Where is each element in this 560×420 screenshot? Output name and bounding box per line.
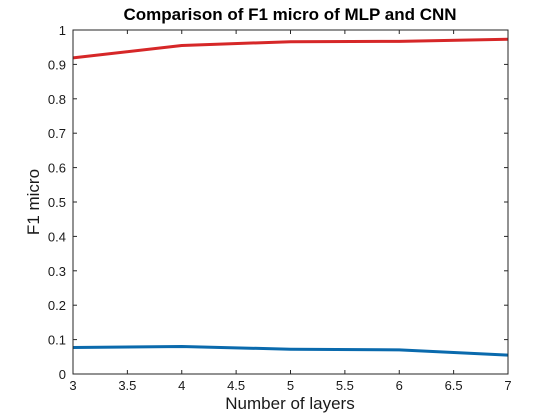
y-axis-label: F1 micro [24, 169, 43, 235]
chart-title: Comparison of F1 micro of MLP and CNN [123, 5, 456, 24]
y-tick-label: 0.1 [48, 333, 66, 348]
y-tick-label: 0.4 [48, 229, 66, 244]
x-tick-label: 5.5 [336, 378, 354, 393]
x-tick-label: 3.5 [118, 378, 136, 393]
x-tick-label: 6.5 [445, 378, 463, 393]
series-layer [72, 37, 509, 357]
y-tick-label: 0.2 [48, 298, 66, 313]
y-tick-label: 1 [59, 23, 66, 38]
x-tick-label: 4 [178, 378, 185, 393]
axis-ticks: 3 3.5 4 4.5 5 5.5 6 6.5 7 0 0.1 0.2 0.3 0.4 0.5 0.6 0.7 0… [48, 23, 512, 393]
series-line-2 [72, 344, 509, 357]
y-tick-label: 0.8 [48, 92, 66, 107]
x-tick-label: 5 [287, 378, 294, 393]
y-tick-label: 0.5 [48, 195, 66, 210]
x-tick-label: 7 [504, 378, 511, 393]
y-tick-label: 0.6 [48, 161, 66, 176]
x-axis-label: Number of layers [225, 394, 354, 413]
y-tick-label: 0.3 [48, 264, 66, 279]
x-tick-label: 4.5 [227, 378, 245, 393]
x-tick-label: 6 [396, 378, 403, 393]
series-line-1 [72, 37, 509, 60]
y-tick-label: 0.9 [48, 57, 66, 72]
y-tick-label: 0.7 [48, 126, 66, 141]
x-tick-label: 3 [69, 378, 76, 393]
y-tick-label: 0 [59, 367, 66, 382]
plot-frame [72, 29, 509, 375]
